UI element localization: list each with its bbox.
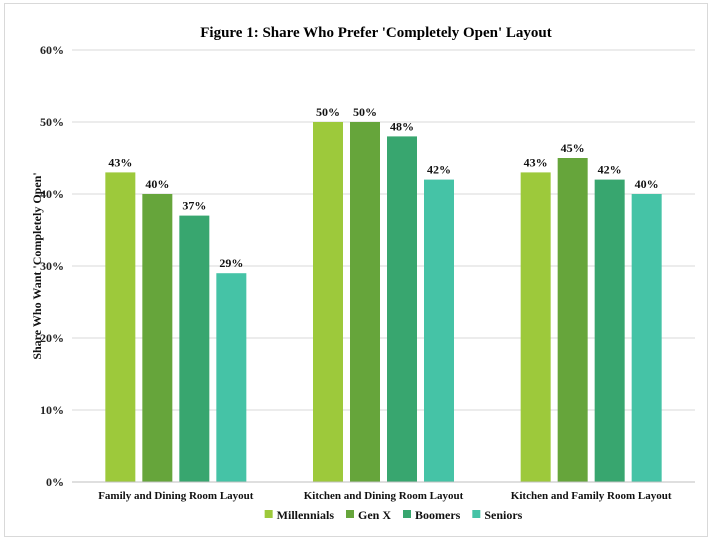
data-label: 29% <box>219 256 243 270</box>
bar <box>216 273 247 482</box>
bar <box>520 172 551 482</box>
y-tick-label: 30% <box>40 259 64 273</box>
bar <box>142 194 173 482</box>
legend-swatch <box>346 510 354 518</box>
chart-title: Figure 1: Share Who Prefer 'Completely O… <box>200 25 552 41</box>
data-label: 43% <box>524 155 548 169</box>
legend-label: Boomers <box>415 508 461 522</box>
bar <box>179 215 210 482</box>
bar <box>557 158 588 482</box>
y-tick-label: 50% <box>40 115 64 129</box>
bar <box>631 194 662 482</box>
data-label: 43% <box>108 155 132 169</box>
data-label: 45% <box>561 141 585 155</box>
data-label: 37% <box>182 199 206 213</box>
bar <box>594 179 625 482</box>
legend-swatch <box>403 510 411 518</box>
legend-swatch <box>472 510 481 518</box>
bar <box>424 179 454 482</box>
data-label: 42% <box>598 163 622 177</box>
y-tick-label: 0% <box>46 475 64 489</box>
legend-swatch <box>264 510 273 518</box>
data-label: 50% <box>353 105 377 119</box>
x-tick-label: Kitchen and Dining Room Layout <box>304 490 464 502</box>
data-label: 50% <box>316 105 340 119</box>
bar <box>387 136 417 482</box>
data-label: 40% <box>145 177 169 191</box>
bar <box>350 122 380 482</box>
y-tick-label: 10% <box>40 403 64 417</box>
data-label: 48% <box>390 119 414 133</box>
x-tick-label: Family and Dining Room Layout <box>98 490 254 502</box>
y-tick-label: 40% <box>40 187 64 201</box>
y-tick-label: 20% <box>40 331 64 345</box>
bar <box>313 122 343 482</box>
legend-label: Millennials <box>277 508 335 522</box>
y-tick-label: 60% <box>40 43 64 57</box>
legend-label: Seniors <box>484 508 522 522</box>
data-label: 42% <box>427 163 451 177</box>
data-label: 40% <box>635 177 659 191</box>
x-tick-label: Kitchen and Family Room Layout <box>511 490 672 502</box>
bar <box>105 172 136 482</box>
legend-label: Gen X <box>358 508 391 522</box>
y-axis-label: Share Who Want 'Completely Open' <box>30 172 44 359</box>
